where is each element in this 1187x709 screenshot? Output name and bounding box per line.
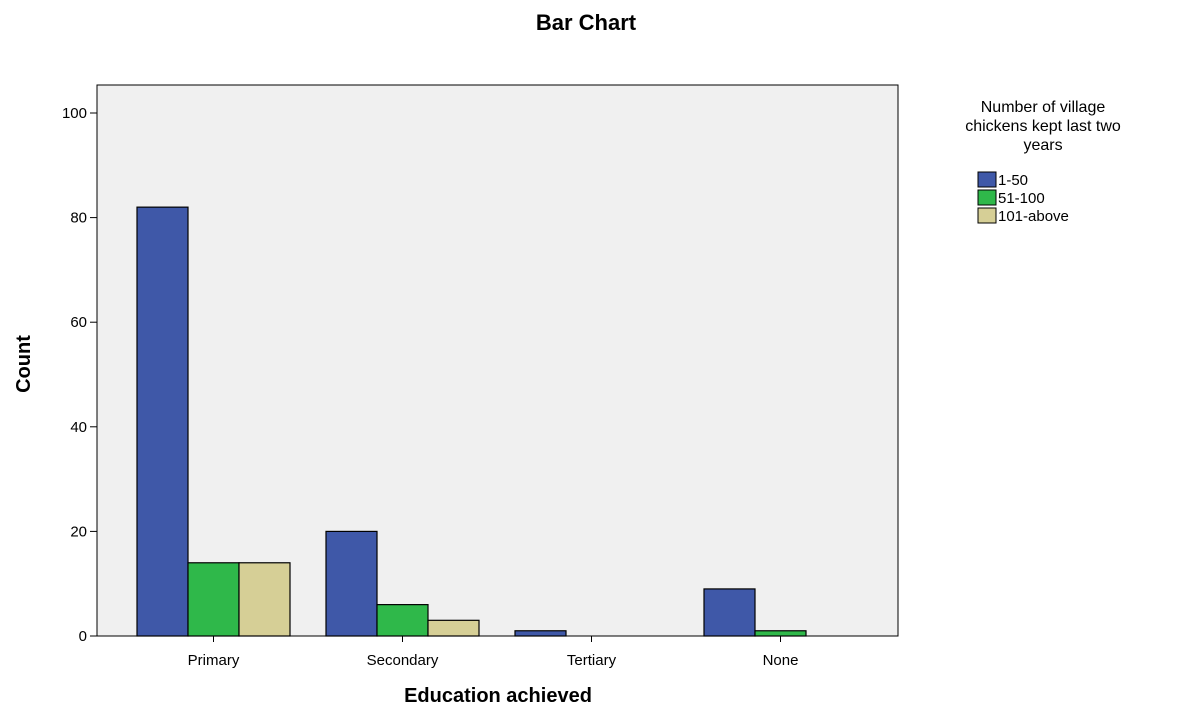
legend-swatch-101-above xyxy=(977,207,997,224)
y-tick-label: 40 xyxy=(70,419,87,436)
legend-label-1-50: 1-50 xyxy=(998,172,1028,189)
legend: Number of village chickens kept last two y… xyxy=(965,99,1121,225)
x-tick-label: None xyxy=(763,652,799,669)
x-axis-title: Education achieved xyxy=(404,685,592,707)
bars-group xyxy=(136,206,807,637)
bar-51-100-None xyxy=(754,630,807,637)
legend-title-line: years xyxy=(1023,137,1062,154)
x-tick-label: Secondary xyxy=(367,652,439,669)
legend-title-line: chickens kept last two xyxy=(965,118,1121,135)
legend-label-101-above: 101-above xyxy=(998,208,1069,225)
y-axis-title: Count xyxy=(13,335,35,393)
legend-label-51-100: 51-100 xyxy=(998,190,1045,207)
y-axis: 0 20 40 60 80 100 xyxy=(62,105,97,645)
bar-1-50-None xyxy=(703,588,756,637)
chart-title: Bar Chart xyxy=(536,10,637,35)
y-tick-label: 20 xyxy=(70,523,87,540)
y-tick-label: 80 xyxy=(70,210,87,227)
legend-swatch-1-50 xyxy=(977,171,997,188)
bar-1-50-Primary xyxy=(136,206,189,637)
bar-1-50-Secondary xyxy=(325,530,378,637)
x-axis: Primary Secondary Tertiary None xyxy=(188,636,799,669)
legend-title-line: Number of village xyxy=(981,99,1106,116)
x-tick-label: Tertiary xyxy=(567,652,617,669)
y-tick-label: 0 xyxy=(79,628,87,645)
bar-51-100-Primary xyxy=(187,562,240,637)
bar-1-50-Tertiary xyxy=(514,630,567,637)
y-tick-label: 60 xyxy=(70,314,87,331)
bar-101-above-Secondary xyxy=(427,619,480,637)
legend-title: Number of village chickens kept last two y… xyxy=(965,99,1121,154)
bar-101-above-Primary xyxy=(238,562,291,637)
bar-51-100-Secondary xyxy=(376,604,429,637)
x-tick-label: Primary xyxy=(188,652,240,669)
legend-swatch-51-100 xyxy=(977,189,997,206)
y-tick-label: 100 xyxy=(62,105,87,122)
plot-area xyxy=(96,84,899,637)
